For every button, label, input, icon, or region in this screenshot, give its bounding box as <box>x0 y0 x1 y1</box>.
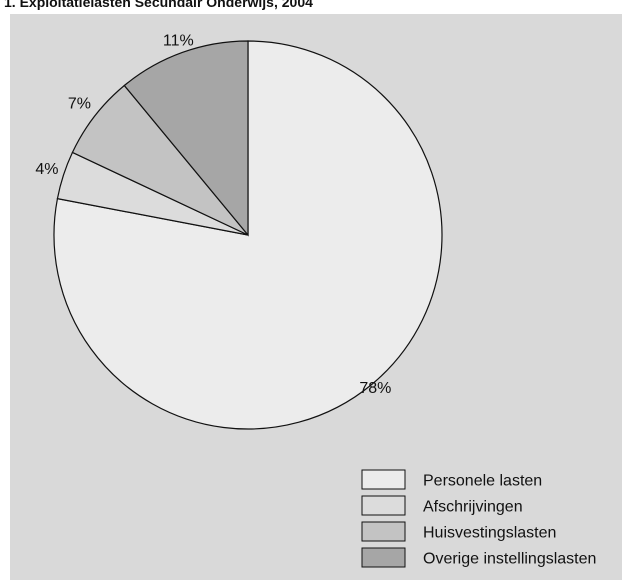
legend-label-overige-instellingslasten: Overige instellingslasten <box>423 551 596 568</box>
legend-swatch-overige-instellingslasten <box>361 547 406 568</box>
legend-label-afschrijvingen: Afschrijvingen <box>423 499 523 516</box>
legend-swatch-huisvestingslasten <box>361 521 406 542</box>
legend-swatch-personele-lasten <box>361 469 406 490</box>
chart-title: 1. Exploitatielasten Secundair Onderwijs… <box>4 0 313 10</box>
legend-label-huisvestingslasten: Huisvestingslasten <box>423 525 556 542</box>
pie-slice-personele-lasten <box>53 40 443 430</box>
pie-label-overige-instellingslasten: 11% <box>163 33 194 50</box>
pie-label-huisvestingslasten: 7% <box>68 95 91 112</box>
legend-label-personele-lasten: Personele lasten <box>423 473 542 490</box>
pie-label-personele-lasten: 78% <box>359 380 391 397</box>
pie-slice-overige-instellingslasten <box>123 40 249 237</box>
legend-swatch-afschrijvingen <box>361 495 406 516</box>
pie-label-afschrijvingen: 4% <box>35 161 58 178</box>
